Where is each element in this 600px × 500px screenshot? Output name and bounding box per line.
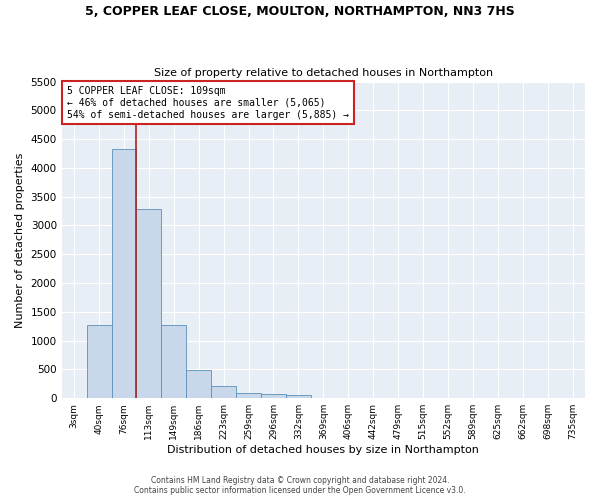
Text: Contains HM Land Registry data © Crown copyright and database right 2024.
Contai: Contains HM Land Registry data © Crown c… [134, 476, 466, 495]
X-axis label: Distribution of detached houses by size in Northampton: Distribution of detached houses by size … [167, 445, 479, 455]
Bar [112, 149, 136, 398]
Bar [211, 386, 236, 398]
Bar [186, 370, 211, 398]
Bar [261, 394, 286, 398]
Bar [86, 326, 112, 398]
Text: 5 COPPER LEAF CLOSE: 109sqm
← 46% of detached houses are smaller (5,065)
54% of : 5 COPPER LEAF CLOSE: 109sqm ← 46% of det… [67, 86, 349, 120]
Bar [161, 324, 186, 398]
Y-axis label: Number of detached properties: Number of detached properties [15, 152, 25, 328]
Text: 5, COPPER LEAF CLOSE, MOULTON, NORTHAMPTON, NN3 7HS: 5, COPPER LEAF CLOSE, MOULTON, NORTHAMPT… [85, 5, 515, 18]
Bar [286, 395, 311, 398]
Title: Size of property relative to detached houses in Northampton: Size of property relative to detached ho… [154, 68, 493, 78]
Bar [136, 209, 161, 398]
Bar [236, 393, 261, 398]
